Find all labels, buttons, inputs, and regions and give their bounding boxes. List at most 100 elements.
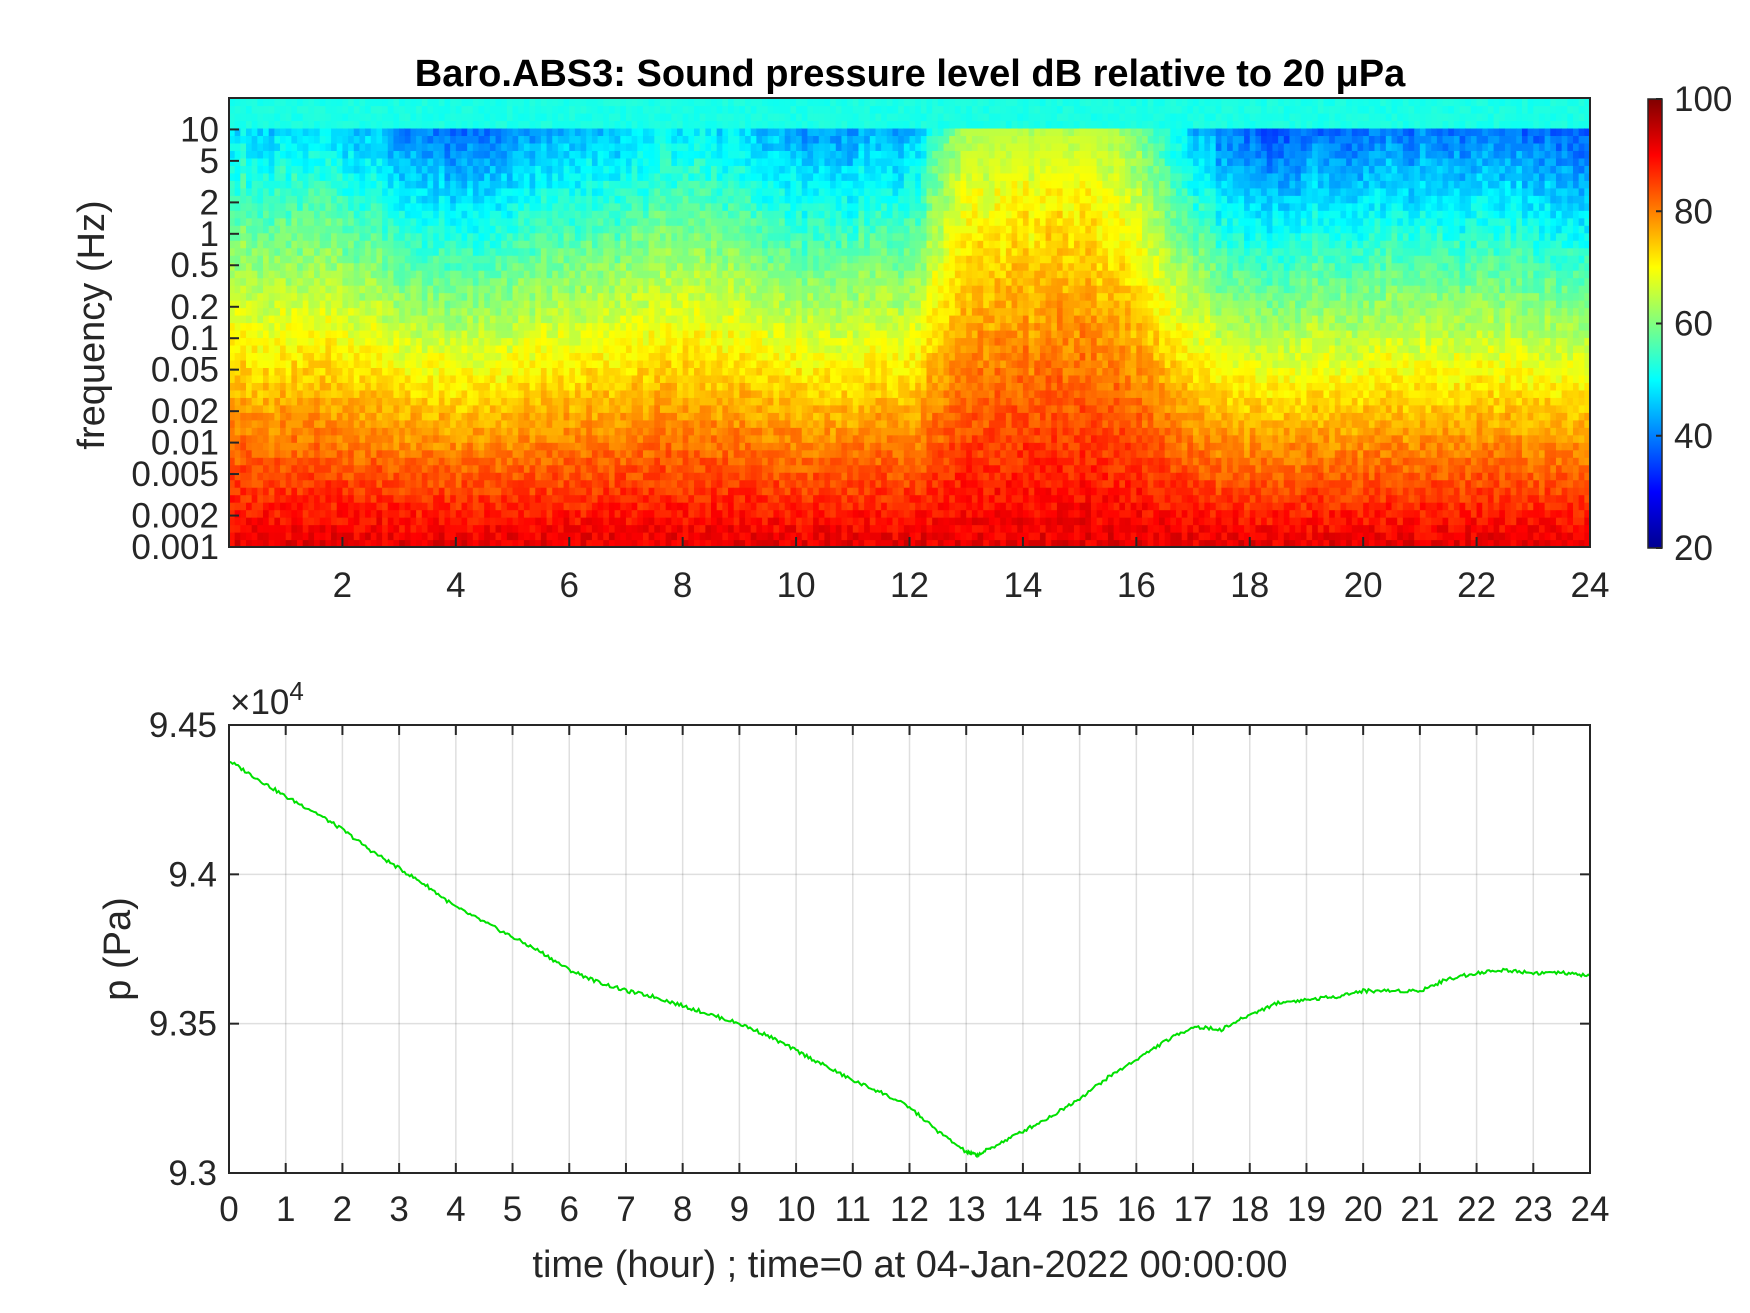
spectrogram-cell: [370, 532, 378, 541]
spectrogram-cell: [478, 367, 485, 376]
spectrogram-cell: [586, 112, 593, 122]
spectrogram-cell: [574, 374, 582, 383]
spectrogram-cell: [257, 352, 264, 361]
spectrogram-cell: [421, 285, 429, 294]
spectrogram-cell: [404, 509, 412, 518]
spectrogram-cell: [535, 419, 542, 428]
spectrogram-cell: [319, 457, 326, 466]
spectrogram-cell: [302, 202, 309, 211]
spectrogram-cell: [580, 240, 587, 249]
spectrogram-cell: [489, 412, 497, 421]
spectrogram-cell: [382, 494, 389, 503]
spectrogram-cell: [444, 524, 451, 533]
spectrogram-cell: [325, 457, 332, 466]
spectrogram-cell: [336, 98, 344, 107]
spectrogram-cell: [263, 262, 270, 271]
spectrogram-cell: [274, 502, 281, 511]
spectrogram-cell: [631, 472, 638, 481]
spectrogram-cell: [631, 517, 638, 526]
spectrogram-cell: [302, 300, 309, 309]
spectrogram-cell: [240, 180, 247, 189]
spectrogram-cell: [501, 397, 508, 406]
spectrogram-cell: [671, 232, 678, 241]
spectrogram-cell: [365, 374, 372, 383]
spectrogram-cell: [574, 367, 582, 376]
spectrogram-cell: [319, 180, 326, 189]
spectrogram-cell: [274, 187, 281, 196]
spectrogram-cell: [246, 532, 253, 541]
spectrogram-cell: [314, 232, 321, 241]
spectrogram-cell: [552, 509, 559, 518]
spectrogram-cell: [682, 240, 689, 249]
spectrogram-cell: [506, 105, 514, 114]
spectrogram-cell: [297, 98, 304, 107]
spectrogram-cell: [370, 292, 378, 301]
spectrogram-cell: [574, 135, 582, 144]
spectrogram-cell: [416, 382, 423, 391]
spectrogram-cell: [484, 315, 491, 324]
spectrogram-cell: [421, 337, 429, 346]
spectrogram-cell: [586, 434, 593, 443]
spectrogram-cell: [291, 292, 298, 301]
spectrogram-cell: [614, 247, 621, 256]
spectrogram-cell: [410, 247, 417, 256]
spectrogram-cell: [410, 382, 417, 391]
spectrogram-cell: [557, 165, 565, 174]
spectrogram-cell: [410, 292, 417, 301]
spectrogram-cell: [291, 457, 298, 466]
spectrogram-cell: [484, 150, 491, 159]
spectrogram-cell: [523, 404, 531, 413]
spectrogram-cell: [274, 472, 281, 481]
spectrogram-cell: [433, 135, 440, 144]
spectrogram-cell: [688, 232, 695, 241]
spectrogram-cell: [365, 277, 372, 286]
spectrogram-cell: [546, 277, 553, 286]
spectrogram-cell: [580, 337, 587, 346]
spectrogram-cell: [359, 509, 366, 518]
spectrogram-cell: [229, 217, 236, 226]
spectrogram-cell: [694, 277, 701, 286]
spectrogram-cell: [280, 457, 287, 466]
spectrogram-cell: [331, 247, 338, 256]
spectrogram-cell: [586, 225, 593, 234]
spectrogram-cell: [291, 232, 298, 241]
spectrogram-cell: [665, 105, 672, 114]
spectrogram-cell: [688, 374, 695, 383]
spectrogram-cell: [285, 232, 292, 241]
spectrogram-cell: [671, 464, 678, 473]
spectrogram-cell: [370, 285, 378, 294]
spectrogram-cell: [353, 344, 361, 354]
spectrogram-cell: [285, 464, 292, 473]
spectrogram-cell: [240, 187, 247, 196]
spectrogram-cell: [586, 240, 593, 249]
spectrogram-cell: [285, 165, 292, 174]
spectrogram-cell: [591, 494, 599, 503]
spectrogram-cell: [410, 180, 417, 189]
spectrogram-cell: [620, 135, 627, 144]
spectrogram-cell: [461, 449, 468, 458]
spectrogram-cell: [642, 262, 650, 271]
spectrogram-cell: [694, 112, 701, 122]
spectrogram-cell: [302, 172, 309, 181]
spectrogram-cell: [659, 285, 667, 294]
spectrogram-cell: [416, 150, 423, 159]
spectrogram-cell: [478, 255, 485, 264]
spectrogram-cell: [518, 427, 525, 436]
spectrogram-cell: [603, 150, 610, 159]
spectrogram-cell: [631, 322, 638, 331]
spectrogram-cell: [421, 270, 429, 279]
spectrogram-cell: [382, 412, 389, 421]
spectrogram-cell: [331, 157, 338, 166]
spectrogram-cell: [688, 277, 695, 286]
spectrogram-cell: [580, 285, 587, 294]
spectrogram-cell: [325, 442, 332, 451]
spectrogram-cell: [557, 262, 565, 271]
spectrogram-cell: [263, 105, 270, 114]
spectrogram-cell: [659, 150, 667, 159]
spectrogram-cell: [495, 172, 502, 181]
spectrogram-cell: [438, 344, 446, 354]
spectrogram-cell: [240, 442, 247, 451]
spectrogram-cell: [229, 532, 236, 541]
spectrogram-cell: [671, 479, 678, 488]
spectrogram-cell: [285, 352, 292, 361]
